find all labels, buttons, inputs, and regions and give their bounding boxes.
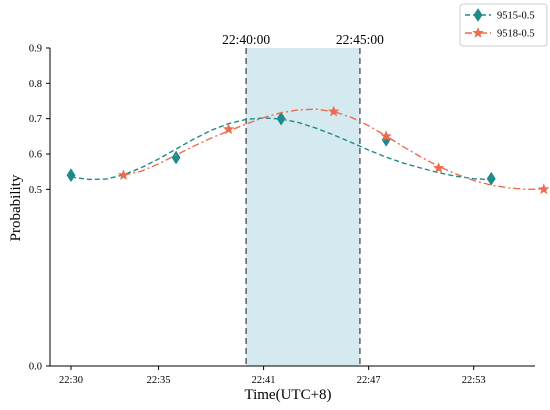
legend: 9515-0.5 9518-0.5 (459, 3, 548, 47)
data-point-star (327, 105, 340, 117)
y-tick-label: 0.8 (29, 79, 42, 90)
data-point-star (380, 130, 392, 142)
data-point-diamond (486, 171, 496, 186)
y-axis-title: Probability (8, 174, 24, 241)
legend-label: 9515-0.5 (497, 11, 535, 22)
series-line (70, 117, 492, 181)
x-tick-label: 22:30 (59, 375, 83, 386)
data-point-star (472, 26, 484, 38)
y-tick-label: 0.9 (29, 44, 42, 55)
data-point-diamond (276, 111, 286, 126)
x-tick-label: 22:47 (357, 375, 381, 386)
series-layer (66, 105, 550, 195)
y-tick-label: 0.7 (29, 114, 42, 125)
series-line (123, 108, 544, 191)
data-point-star (222, 123, 235, 135)
data-point-diamond (473, 8, 483, 22)
band-start-label: 22:40:00 (222, 32, 270, 47)
x-tick-label: 22:53 (462, 375, 486, 386)
x-tick-label: 22:41 (252, 375, 276, 386)
data-point-star (117, 169, 130, 181)
data-point-diamond (66, 168, 76, 183)
x-axis-title: Time(UTC+8) (244, 387, 331, 403)
data-point-star (432, 162, 445, 174)
series-9518-0.5 (117, 105, 550, 195)
legend-label: 9518-0.5 (497, 29, 535, 40)
y-tick-label: 0.6 (29, 150, 42, 161)
data-point-star (537, 183, 550, 195)
y-tick-label: 0.0 (29, 362, 42, 373)
data-point-diamond (171, 150, 181, 165)
ticks-layer: 22:30 22:35 22:41 22:47 22:53 0.0 0.5 0.6 0.7 0.8… (29, 44, 486, 387)
x-tick-label: 22:35 (147, 375, 171, 386)
band-end-label: 22:45:00 (336, 32, 384, 47)
y-tick-label: 0.5 (29, 185, 42, 196)
highlight-band (246, 48, 360, 366)
